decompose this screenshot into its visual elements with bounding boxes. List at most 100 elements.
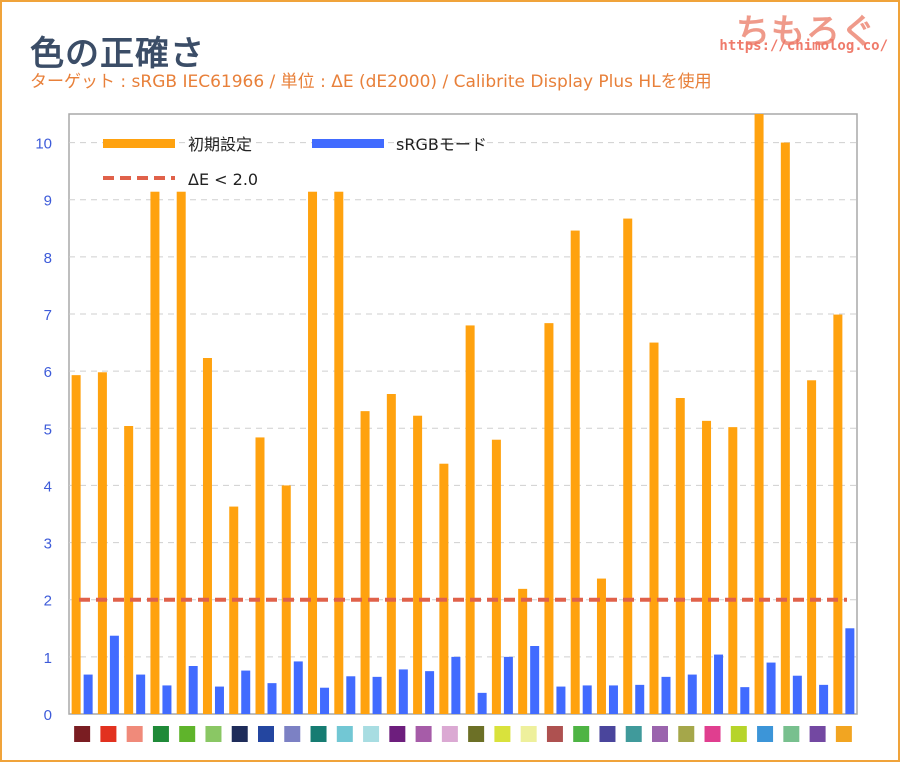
- bar-default: [544, 323, 554, 714]
- color-swatch: [74, 726, 91, 742]
- bar-default: [518, 588, 528, 714]
- bar-default: [754, 114, 764, 714]
- page-subtitle: ターゲット : sRGB IEC61966 / 単位 : ΔE (dE2000)…: [30, 72, 712, 92]
- bar-srgb: [766, 662, 776, 714]
- bar-srgb: [267, 683, 277, 714]
- legend: 初期設定 sRGBモード ΔE < 2.0: [103, 135, 487, 189]
- bar-default: [780, 142, 790, 715]
- bar-default: [71, 375, 81, 714]
- bar-default: [675, 398, 685, 714]
- bar-default: [150, 191, 160, 714]
- bar-default: [728, 427, 738, 714]
- color-swatch: [520, 726, 537, 742]
- bar-default: [360, 411, 370, 714]
- color-swatch: [231, 726, 248, 742]
- bar-srgb: [556, 686, 566, 714]
- bar-srgb: [83, 674, 93, 714]
- color-swatch: [809, 726, 826, 742]
- color-swatch: [625, 726, 642, 742]
- bar-default: [334, 191, 344, 714]
- bar-default: [255, 437, 265, 714]
- page-title: 色の正確さ: [30, 34, 205, 74]
- bar-default: [570, 230, 580, 715]
- bar-default: [202, 358, 212, 714]
- bar-srgb: [162, 685, 172, 714]
- bar-srgb: [214, 686, 224, 714]
- color-swatch: [415, 726, 432, 742]
- bar-default: [465, 325, 475, 714]
- color-swatch: [494, 726, 511, 742]
- bar-srgb: [451, 656, 461, 714]
- color-swatch: [546, 726, 563, 742]
- color-swatch: [179, 726, 196, 742]
- bar-srgb: [740, 687, 750, 714]
- color-swatch: [783, 726, 800, 742]
- color-swatch: [678, 726, 695, 742]
- color-swatches: [74, 726, 852, 742]
- bar-default: [386, 394, 396, 714]
- color-swatch: [757, 726, 774, 742]
- bar-default: [623, 218, 633, 715]
- bar-srgb: [372, 676, 382, 714]
- color-swatch: [100, 726, 117, 742]
- color-swatch: [310, 726, 327, 742]
- bar-default: [308, 191, 318, 714]
- plot-area: [68, 113, 858, 715]
- color-swatch: [152, 726, 169, 742]
- y-tick-label: 8: [44, 250, 52, 267]
- color-swatch: [835, 726, 852, 742]
- bar-default: [413, 415, 423, 714]
- color-swatch: [258, 726, 274, 742]
- legend-label-default: 初期設定: [188, 135, 252, 154]
- bar-srgb: [819, 684, 829, 714]
- y-tick-label: 9: [44, 193, 52, 210]
- color-swatch: [336, 726, 353, 742]
- bar-srgb: [635, 684, 645, 714]
- bar-srgb: [398, 669, 408, 714]
- bar-srgb: [530, 646, 540, 714]
- bar-srgb: [109, 635, 119, 714]
- bar-srgb: [188, 666, 198, 714]
- bar-srgb: [582, 685, 592, 714]
- bar-srgb: [293, 661, 303, 714]
- color-swatch: [441, 726, 458, 742]
- y-tick-label: 5: [44, 421, 52, 438]
- y-tick-label: 6: [44, 364, 52, 381]
- y-tick-label: 2: [44, 593, 52, 610]
- bar-srgb: [477, 692, 487, 714]
- bar-srgb: [320, 687, 330, 714]
- color-swatch: [389, 726, 406, 742]
- y-tick-label: 7: [44, 307, 52, 324]
- y-tick-label: 1: [44, 650, 52, 667]
- bar-default: [176, 191, 186, 714]
- bar-srgb: [608, 685, 618, 714]
- bar-srgb: [136, 674, 146, 714]
- bar-default: [649, 342, 659, 714]
- y-axis-ticks: 0 1 2 3 4 5 6 7 8 9 10: [35, 136, 52, 724]
- bar-default: [97, 372, 107, 714]
- color-swatch: [704, 726, 721, 742]
- bar-srgb: [241, 670, 251, 714]
- bar-default: [439, 463, 449, 714]
- bar-default: [833, 314, 843, 714]
- bar-srgb: [714, 654, 724, 714]
- color-swatch: [599, 726, 616, 742]
- color-swatch: [730, 726, 747, 742]
- bar-srgb: [425, 671, 435, 714]
- color-swatch: [573, 726, 590, 742]
- bar-default: [702, 420, 712, 714]
- y-tick-label: 4: [44, 478, 52, 495]
- color-swatch: [468, 726, 485, 742]
- y-tick-label: 3: [44, 536, 52, 553]
- bar-srgb: [845, 628, 855, 714]
- bar-default: [596, 578, 606, 714]
- color-swatch: [284, 726, 301, 742]
- legend-label-reference: ΔE < 2.0: [188, 170, 258, 189]
- legend-label-srgb: sRGBモード: [396, 135, 487, 154]
- color-swatch: [205, 726, 222, 742]
- bar-default: [807, 380, 817, 714]
- bar-default: [229, 506, 239, 714]
- legend-swatch-srgb: [312, 139, 384, 148]
- bar-srgb: [792, 675, 802, 714]
- y-tick-label: 10: [35, 136, 52, 153]
